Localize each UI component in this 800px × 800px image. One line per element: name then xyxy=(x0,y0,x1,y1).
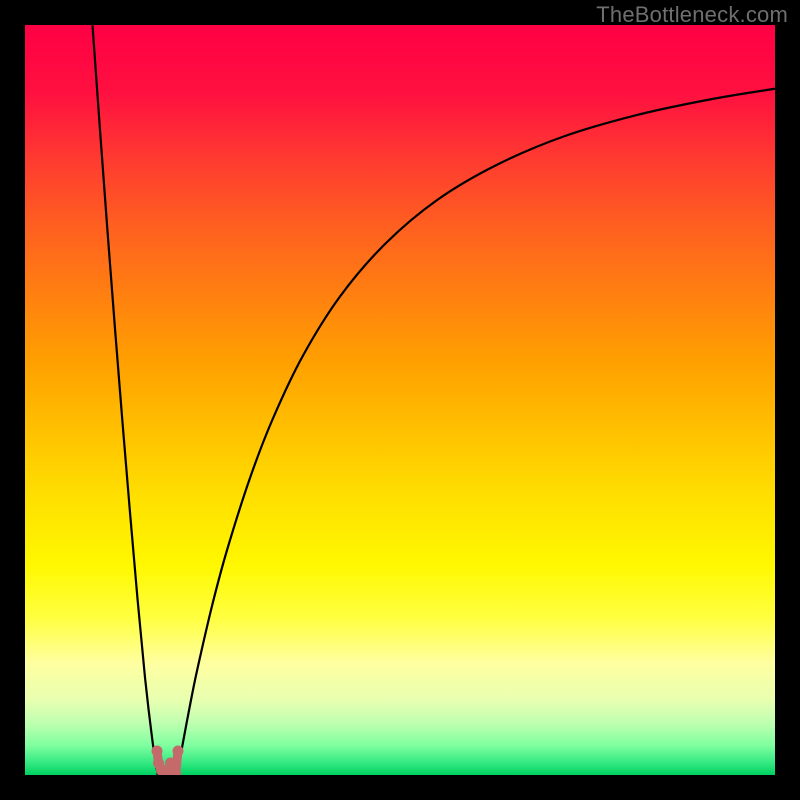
marker-dot xyxy=(152,746,163,757)
marker-dot xyxy=(173,746,184,757)
bottleneck-chart xyxy=(25,25,775,775)
watermark-text: TheBottleneck.com xyxy=(596,2,788,28)
chart-background xyxy=(25,25,775,775)
chart-svg xyxy=(25,25,775,775)
chart-page: TheBottleneck.com xyxy=(0,0,800,800)
